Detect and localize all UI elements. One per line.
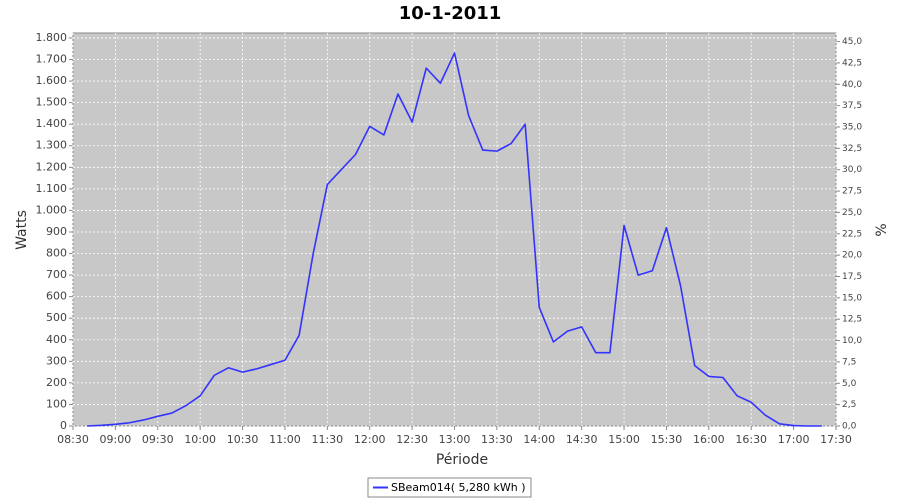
y-tick-label: 1.000 bbox=[36, 203, 68, 216]
y-tick-label: 500 bbox=[46, 311, 67, 324]
y-tick-label: 1.200 bbox=[36, 160, 68, 173]
y-tick-label: 0 bbox=[60, 419, 67, 432]
y2-tick-label: 15,0 bbox=[842, 293, 862, 303]
y2-tick-label: 5,0 bbox=[842, 379, 857, 389]
y2-tick-label: 27,5 bbox=[842, 187, 862, 197]
y-tick-label: 1.700 bbox=[36, 53, 68, 66]
y-axis-title: Watts bbox=[14, 210, 30, 250]
y2-tick-label: 2,5 bbox=[842, 400, 856, 410]
y-tick-label: 1.100 bbox=[36, 182, 68, 195]
y2-tick-label: 37,5 bbox=[842, 101, 862, 111]
y-tick-label: 200 bbox=[46, 376, 67, 389]
y2-tick-label: 42,5 bbox=[842, 58, 862, 68]
x-tick-label: 15:30 bbox=[651, 433, 683, 446]
y2-tick-label: 35,0 bbox=[842, 122, 862, 132]
x-tick-label: 13:00 bbox=[439, 433, 471, 446]
y-tick-label: 1.600 bbox=[36, 74, 68, 87]
y2-tick-label: 22,5 bbox=[842, 229, 862, 239]
y-tick-label: 100 bbox=[46, 397, 67, 410]
legend-label: SBeam014( 5,280 kWh ) bbox=[391, 481, 526, 494]
x-tick-label: 11:30 bbox=[311, 433, 343, 446]
x-tick-label: 16:00 bbox=[693, 433, 725, 446]
x-tick-label: 16:30 bbox=[735, 433, 767, 446]
y2-tick-label: 40,0 bbox=[842, 80, 862, 90]
x-tick-label: 12:30 bbox=[396, 433, 428, 446]
y-tick-label: 1.400 bbox=[36, 117, 68, 130]
x-tick-label: 14:30 bbox=[566, 433, 598, 446]
y-tick-label: 400 bbox=[46, 333, 67, 346]
x-tick-label: 10:00 bbox=[184, 433, 216, 446]
y2-tick-label: 32,5 bbox=[842, 144, 862, 154]
x-axis-title: Période bbox=[436, 452, 488, 468]
y-tick-label: 1.800 bbox=[36, 31, 68, 44]
y2-tick-label: 20,0 bbox=[842, 251, 862, 261]
y2-tick-label: 17,5 bbox=[842, 272, 862, 282]
y-tick-label: 700 bbox=[46, 268, 67, 281]
x-tick-label: 17:30 bbox=[820, 433, 852, 446]
y2-tick-label: 45,0 bbox=[842, 37, 862, 47]
y-tick-label: 900 bbox=[46, 225, 67, 238]
y-tick-label: 600 bbox=[46, 290, 67, 303]
line-series bbox=[87, 52, 822, 427]
x-tick-label: 09:30 bbox=[142, 433, 174, 446]
y2-axis-title: % bbox=[874, 223, 890, 236]
y2-tick-label: 7,5 bbox=[842, 357, 856, 367]
chart-title: 10-1-2011 bbox=[399, 3, 502, 24]
y2-tick-label: 12,5 bbox=[842, 315, 862, 325]
y2-tick-label: 30,0 bbox=[842, 165, 862, 175]
x-tick-label: 13:30 bbox=[481, 433, 513, 446]
x-tick-label: 14:00 bbox=[523, 433, 555, 446]
x-tick-label: 09:00 bbox=[100, 433, 132, 446]
y2-tick-label: 25,0 bbox=[842, 208, 862, 218]
x-tick-label: 08:30 bbox=[57, 433, 89, 446]
x-tick-label: 15:00 bbox=[608, 433, 640, 446]
legend bbox=[367, 477, 532, 498]
y-tick-label: 1.300 bbox=[36, 139, 68, 152]
y-tick-label: 800 bbox=[46, 247, 67, 260]
x-tick-label: 17:00 bbox=[778, 433, 810, 446]
x-tick-label: 10:30 bbox=[227, 433, 259, 446]
y-tick-label: 1.500 bbox=[36, 96, 68, 109]
y2-tick-label: 10,0 bbox=[842, 336, 862, 346]
y-tick-label: 300 bbox=[46, 354, 67, 367]
x-tick-label: 11:00 bbox=[269, 433, 301, 446]
x-tick-label: 12:00 bbox=[354, 433, 386, 446]
y2-tick-label: 0,0 bbox=[842, 422, 857, 432]
